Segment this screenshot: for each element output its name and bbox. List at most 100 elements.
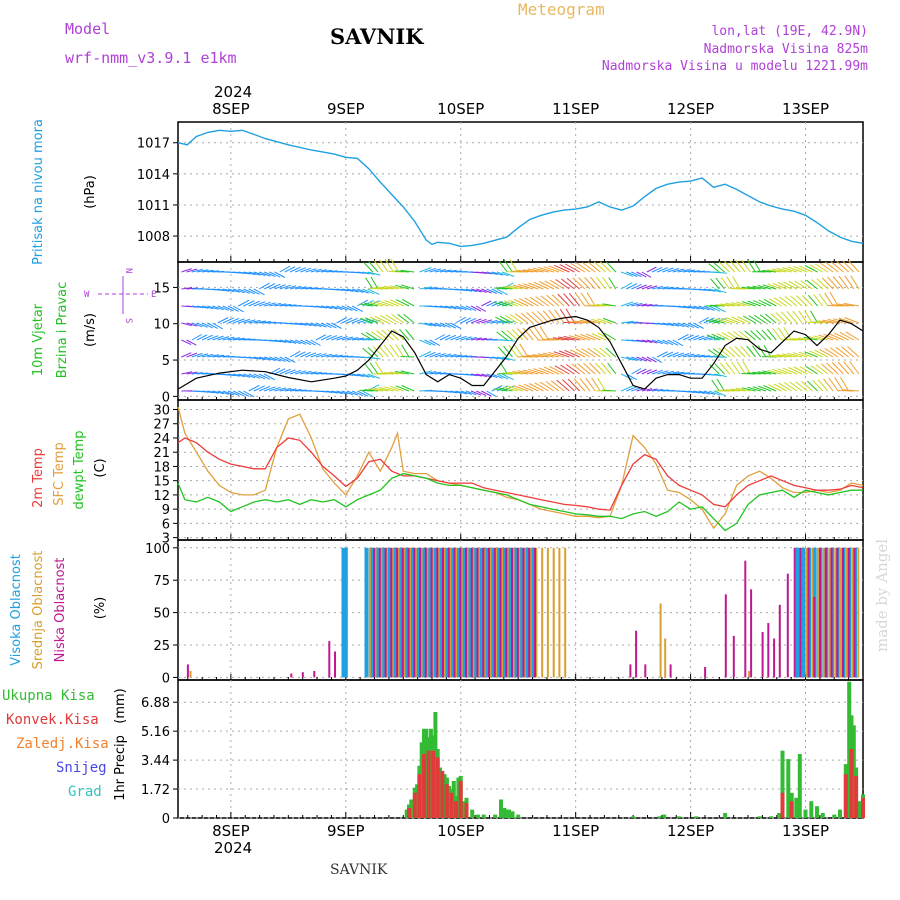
wind-arrow [445, 269, 457, 273]
wind-arrow [508, 299, 523, 307]
wind-arrow [731, 316, 746, 324]
wind-arrow [403, 313, 415, 324]
wind-arrow [222, 317, 234, 324]
wind-arrow [520, 312, 534, 324]
wind-arrow [677, 353, 690, 358]
wind-arrow [548, 309, 560, 324]
cloud-bar [508, 547, 513, 678]
precip-bar [426, 750, 431, 818]
wind-arrow [746, 286, 761, 290]
wind-arrow [754, 314, 767, 324]
wind-arrow [284, 285, 297, 290]
cloud-bar [778, 604, 781, 678]
wind-arrow [502, 339, 515, 342]
wind-arrow [657, 286, 669, 290]
model-elevation-label: Nadmorska Visina u modelu 1221.99m [602, 59, 868, 74]
wind-arrow [542, 310, 555, 324]
wind-arrow [522, 269, 539, 273]
y-tick-label: 25 [153, 639, 170, 654]
wind-unit: (m/s) [83, 313, 98, 347]
wind-arrow [577, 363, 591, 375]
wind-arrow [405, 329, 415, 341]
wind-arrow [476, 288, 487, 293]
cloud-bar [516, 547, 519, 678]
wind-arrow [646, 339, 658, 344]
wind-arrow [212, 335, 224, 341]
wind-arrow [798, 351, 813, 358]
wind-arrow [341, 317, 353, 324]
wind-arrow [481, 300, 492, 307]
wind-arrow [798, 265, 813, 273]
wind-arrow [368, 261, 379, 273]
wind-arrow [667, 371, 680, 375]
wind-arrow [512, 371, 529, 375]
wind-arrow [579, 319, 596, 324]
cloud-bar [465, 547, 467, 678]
wind-arrow [207, 335, 219, 341]
wind-arrow [771, 268, 787, 273]
wind-arrow [581, 348, 596, 358]
wind-arrow [346, 390, 359, 396]
wind-arrow [460, 305, 472, 311]
wind-arrow [222, 373, 235, 377]
wind-panel: 0 5 10 15 [153, 258, 864, 405]
cloud-bar [748, 670, 751, 678]
precip-bar [444, 784, 449, 818]
wind-arrow [793, 366, 808, 375]
wind-arrow [368, 302, 384, 307]
wind-arrow [320, 305, 333, 309]
wind-arrow [834, 377, 844, 392]
wind-arrow [651, 356, 663, 364]
wind-arrow [258, 271, 271, 277]
chart-title: Meteogram [518, 0, 605, 19]
wind-arrow [315, 372, 328, 375]
wind-arrow [336, 390, 348, 395]
wind-arrow [711, 379, 720, 392]
wind-arrow [388, 271, 404, 273]
wind-arrow [476, 337, 488, 341]
wind-arrow [517, 283, 534, 290]
compass-west: W [84, 290, 90, 300]
wind-arrow [507, 285, 523, 290]
wind-arrow [217, 288, 230, 292]
wind-arrow [571, 363, 586, 375]
wind-arrow [787, 266, 803, 273]
wind-arrow [848, 260, 860, 273]
wind-arrow [814, 349, 829, 358]
wind-arrow [620, 356, 634, 361]
wind-arrow [527, 368, 544, 375]
bottom-day-label: 13SEP [782, 822, 829, 840]
wind-arrow [631, 283, 642, 290]
cloud-bar [396, 547, 399, 678]
wind-arrow [274, 368, 286, 375]
wind-arrow [752, 285, 766, 290]
wind-arrow [792, 310, 803, 324]
wind-arrow [565, 364, 580, 375]
wind-arrow [310, 371, 322, 375]
cloud-bar [313, 670, 316, 678]
cloud-bar [442, 547, 444, 678]
wind-arrow [620, 320, 634, 324]
wind-arrow [805, 365, 818, 375]
wind-arrow [378, 345, 389, 358]
wind-arrow [517, 370, 534, 375]
wind-arrow [496, 331, 508, 341]
cloud-bar [793, 547, 796, 678]
lonlat-label: lon,lat (19E, 42.9N) [711, 24, 868, 39]
wind-arrow [620, 282, 633, 290]
cloud-bar [834, 547, 837, 678]
wind-arrow [362, 288, 375, 295]
wind-arrow [496, 288, 508, 296]
precip-bar [409, 799, 414, 818]
precip-bar [786, 759, 791, 818]
wind-arrow [258, 301, 271, 307]
wind-arrow [768, 384, 782, 392]
cloud-bar [424, 547, 427, 678]
wind-arrow [580, 292, 591, 307]
wind-arrow [641, 388, 653, 392]
wind-arrow [753, 300, 767, 307]
precip-bar [412, 792, 417, 818]
cloud-bar [391, 547, 394, 678]
wind-arrow [400, 356, 415, 358]
wind-arrow [258, 356, 271, 361]
